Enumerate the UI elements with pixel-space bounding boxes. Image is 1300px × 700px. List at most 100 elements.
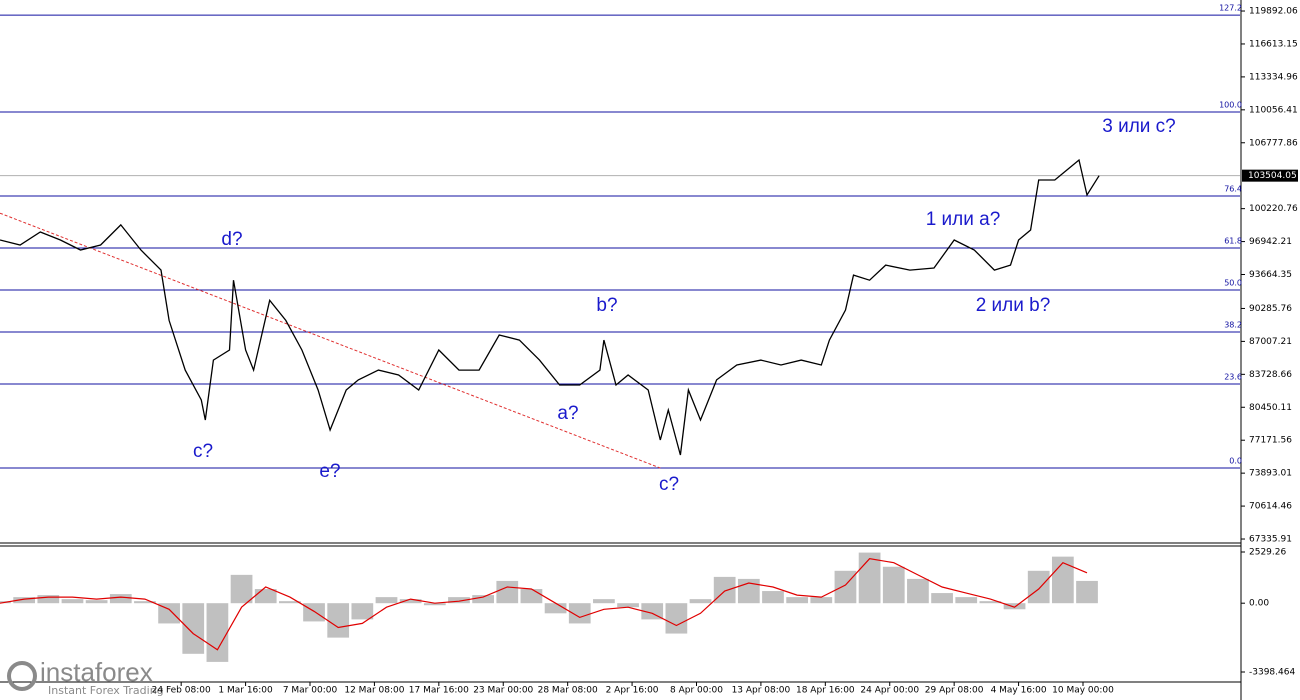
histogram-bar — [85, 600, 108, 604]
y-tick-label: 90285.76 — [1249, 304, 1292, 314]
histogram-bar — [1003, 603, 1026, 610]
x-tick-label: 1 Mar 16:00 — [218, 686, 273, 696]
x-tick-label: 7 Mar 00:00 — [283, 686, 338, 696]
histogram-bar — [641, 603, 664, 620]
histogram-bar — [882, 566, 905, 604]
y-tick-label: 83728.66 — [1249, 370, 1292, 380]
y-tick-label: 73893.01 — [1249, 469, 1292, 479]
x-tick-label: 17 Mar 16:00 — [409, 686, 469, 696]
x-tick-label: 10 May 00:00 — [1052, 686, 1114, 696]
fib-level-label: 127.2 — [1219, 4, 1242, 13]
x-tick-label: 28 Mar 08:00 — [538, 686, 598, 696]
y-tick-label: 106777.86 — [1249, 138, 1298, 148]
histogram-bar — [158, 603, 180, 624]
histogram-bar — [834, 570, 857, 604]
wave-label: c? — [193, 441, 213, 462]
y-tick-label: 77171.56 — [1249, 436, 1292, 446]
histogram-bar — [810, 597, 833, 604]
wave-label: 3 или c? — [1102, 116, 1176, 137]
wave-label: 1 или a? — [926, 209, 1001, 230]
histogram-bar — [254, 589, 277, 604]
histogram-bar — [907, 578, 929, 604]
y-tick-label: 116613.15 — [1249, 39, 1298, 49]
x-tick-label: 29 Apr 08:00 — [925, 686, 984, 696]
histogram-bar — [1076, 580, 1098, 604]
wave-label: c? — [659, 474, 679, 495]
histogram-bar — [979, 601, 1002, 604]
tagline: Instant Forex Trading — [48, 684, 164, 697]
histogram-bar — [230, 574, 253, 604]
price-line — [0, 158, 1100, 456]
y-tick-label: 87007.21 — [1249, 337, 1292, 347]
histogram-bar — [448, 597, 470, 604]
x-tick-label: 13 Apr 08:00 — [732, 686, 791, 696]
y-tick-label: 80450.11 — [1249, 403, 1292, 413]
histogram-bar — [689, 599, 712, 604]
histogram-bar — [496, 580, 519, 604]
histogram-bar — [327, 603, 350, 638]
y-tick-label: 2529.26 — [1249, 547, 1286, 557]
histogram-bar — [665, 603, 688, 634]
y-tick-label: 70614.46 — [1249, 502, 1292, 512]
histogram-bar — [713, 576, 736, 604]
histogram-bar — [13, 597, 36, 604]
y-tick-label: 96942.21 — [1249, 237, 1292, 247]
histogram-bar — [279, 601, 301, 604]
fib-level-label: 100.0 — [1219, 101, 1242, 110]
y-tick-label: -3398.464 — [1249, 667, 1295, 677]
x-tick-label: 8 Apr 00:00 — [670, 686, 723, 696]
trendline — [0, 212, 661, 469]
histogram-bar — [472, 595, 494, 604]
y-tick-label: 100220.76 — [1249, 204, 1298, 214]
wave-label: a? — [557, 403, 578, 424]
x-tick-label: 24 Feb 08:00 — [152, 686, 211, 696]
histogram-bar — [399, 599, 422, 604]
last-price-label: 103504.05 — [1248, 171, 1297, 181]
histogram-bar — [955, 597, 978, 604]
histogram-bar — [375, 597, 398, 604]
last-price-box — [1242, 169, 1298, 182]
histogram-bar — [37, 595, 60, 604]
y-tick-label: 67335.91 — [1249, 535, 1292, 545]
wave-label: d? — [221, 229, 242, 250]
x-tick-label: 2 Apr 16:00 — [606, 686, 659, 696]
histogram-bar — [182, 603, 205, 654]
y-tick-label: 119892.06 — [1249, 7, 1298, 17]
wave-label: b? — [596, 295, 617, 316]
histogram-bar — [931, 593, 953, 604]
x-tick-label: 24 Apr 00:00 — [860, 686, 919, 696]
histogram-bar — [520, 589, 543, 604]
histogram-bar — [762, 591, 784, 604]
brand: instaforex — [40, 657, 153, 687]
x-tick-label: 4 May 16:00 — [991, 686, 1047, 696]
histogram-bar — [109, 594, 132, 604]
signal-line — [0, 558, 1088, 651]
y-tick-label: 110056.41 — [1249, 105, 1298, 115]
y-tick-label: 0.00 — [1249, 599, 1269, 609]
y-tick-label: 113334.96 — [1249, 72, 1298, 82]
watermark: instaforex Instant Forex Trading — [7, 657, 164, 697]
histogram-bar — [617, 603, 639, 608]
x-tick-label: 23 Mar 00:00 — [473, 686, 533, 696]
histogram-bar — [423, 603, 446, 606]
histogram-bar — [206, 603, 229, 662]
histogram-bar — [134, 601, 156, 604]
histogram-bar — [351, 603, 374, 620]
logo-icon — [7, 661, 37, 691]
histogram-bar — [61, 599, 84, 604]
fib-level-label: 50.0 — [1224, 279, 1242, 288]
y-tick-label: 93664.35 — [1249, 270, 1292, 280]
histogram-bar — [303, 603, 325, 622]
histogram-bar — [568, 603, 591, 624]
histogram-bar — [544, 603, 567, 614]
fib-level-label: 0.0 — [1229, 457, 1242, 466]
wave-label: e? — [319, 461, 340, 482]
fib-level-label: 38.2 — [1224, 321, 1242, 330]
fib-level-label: 61.8 — [1224, 237, 1242, 246]
fib-level-label: 76.4 — [1224, 185, 1242, 194]
fib-level-label: 23.6 — [1224, 373, 1242, 382]
wave-label: 2 или b? — [976, 295, 1051, 316]
histogram-bar — [786, 597, 809, 604]
